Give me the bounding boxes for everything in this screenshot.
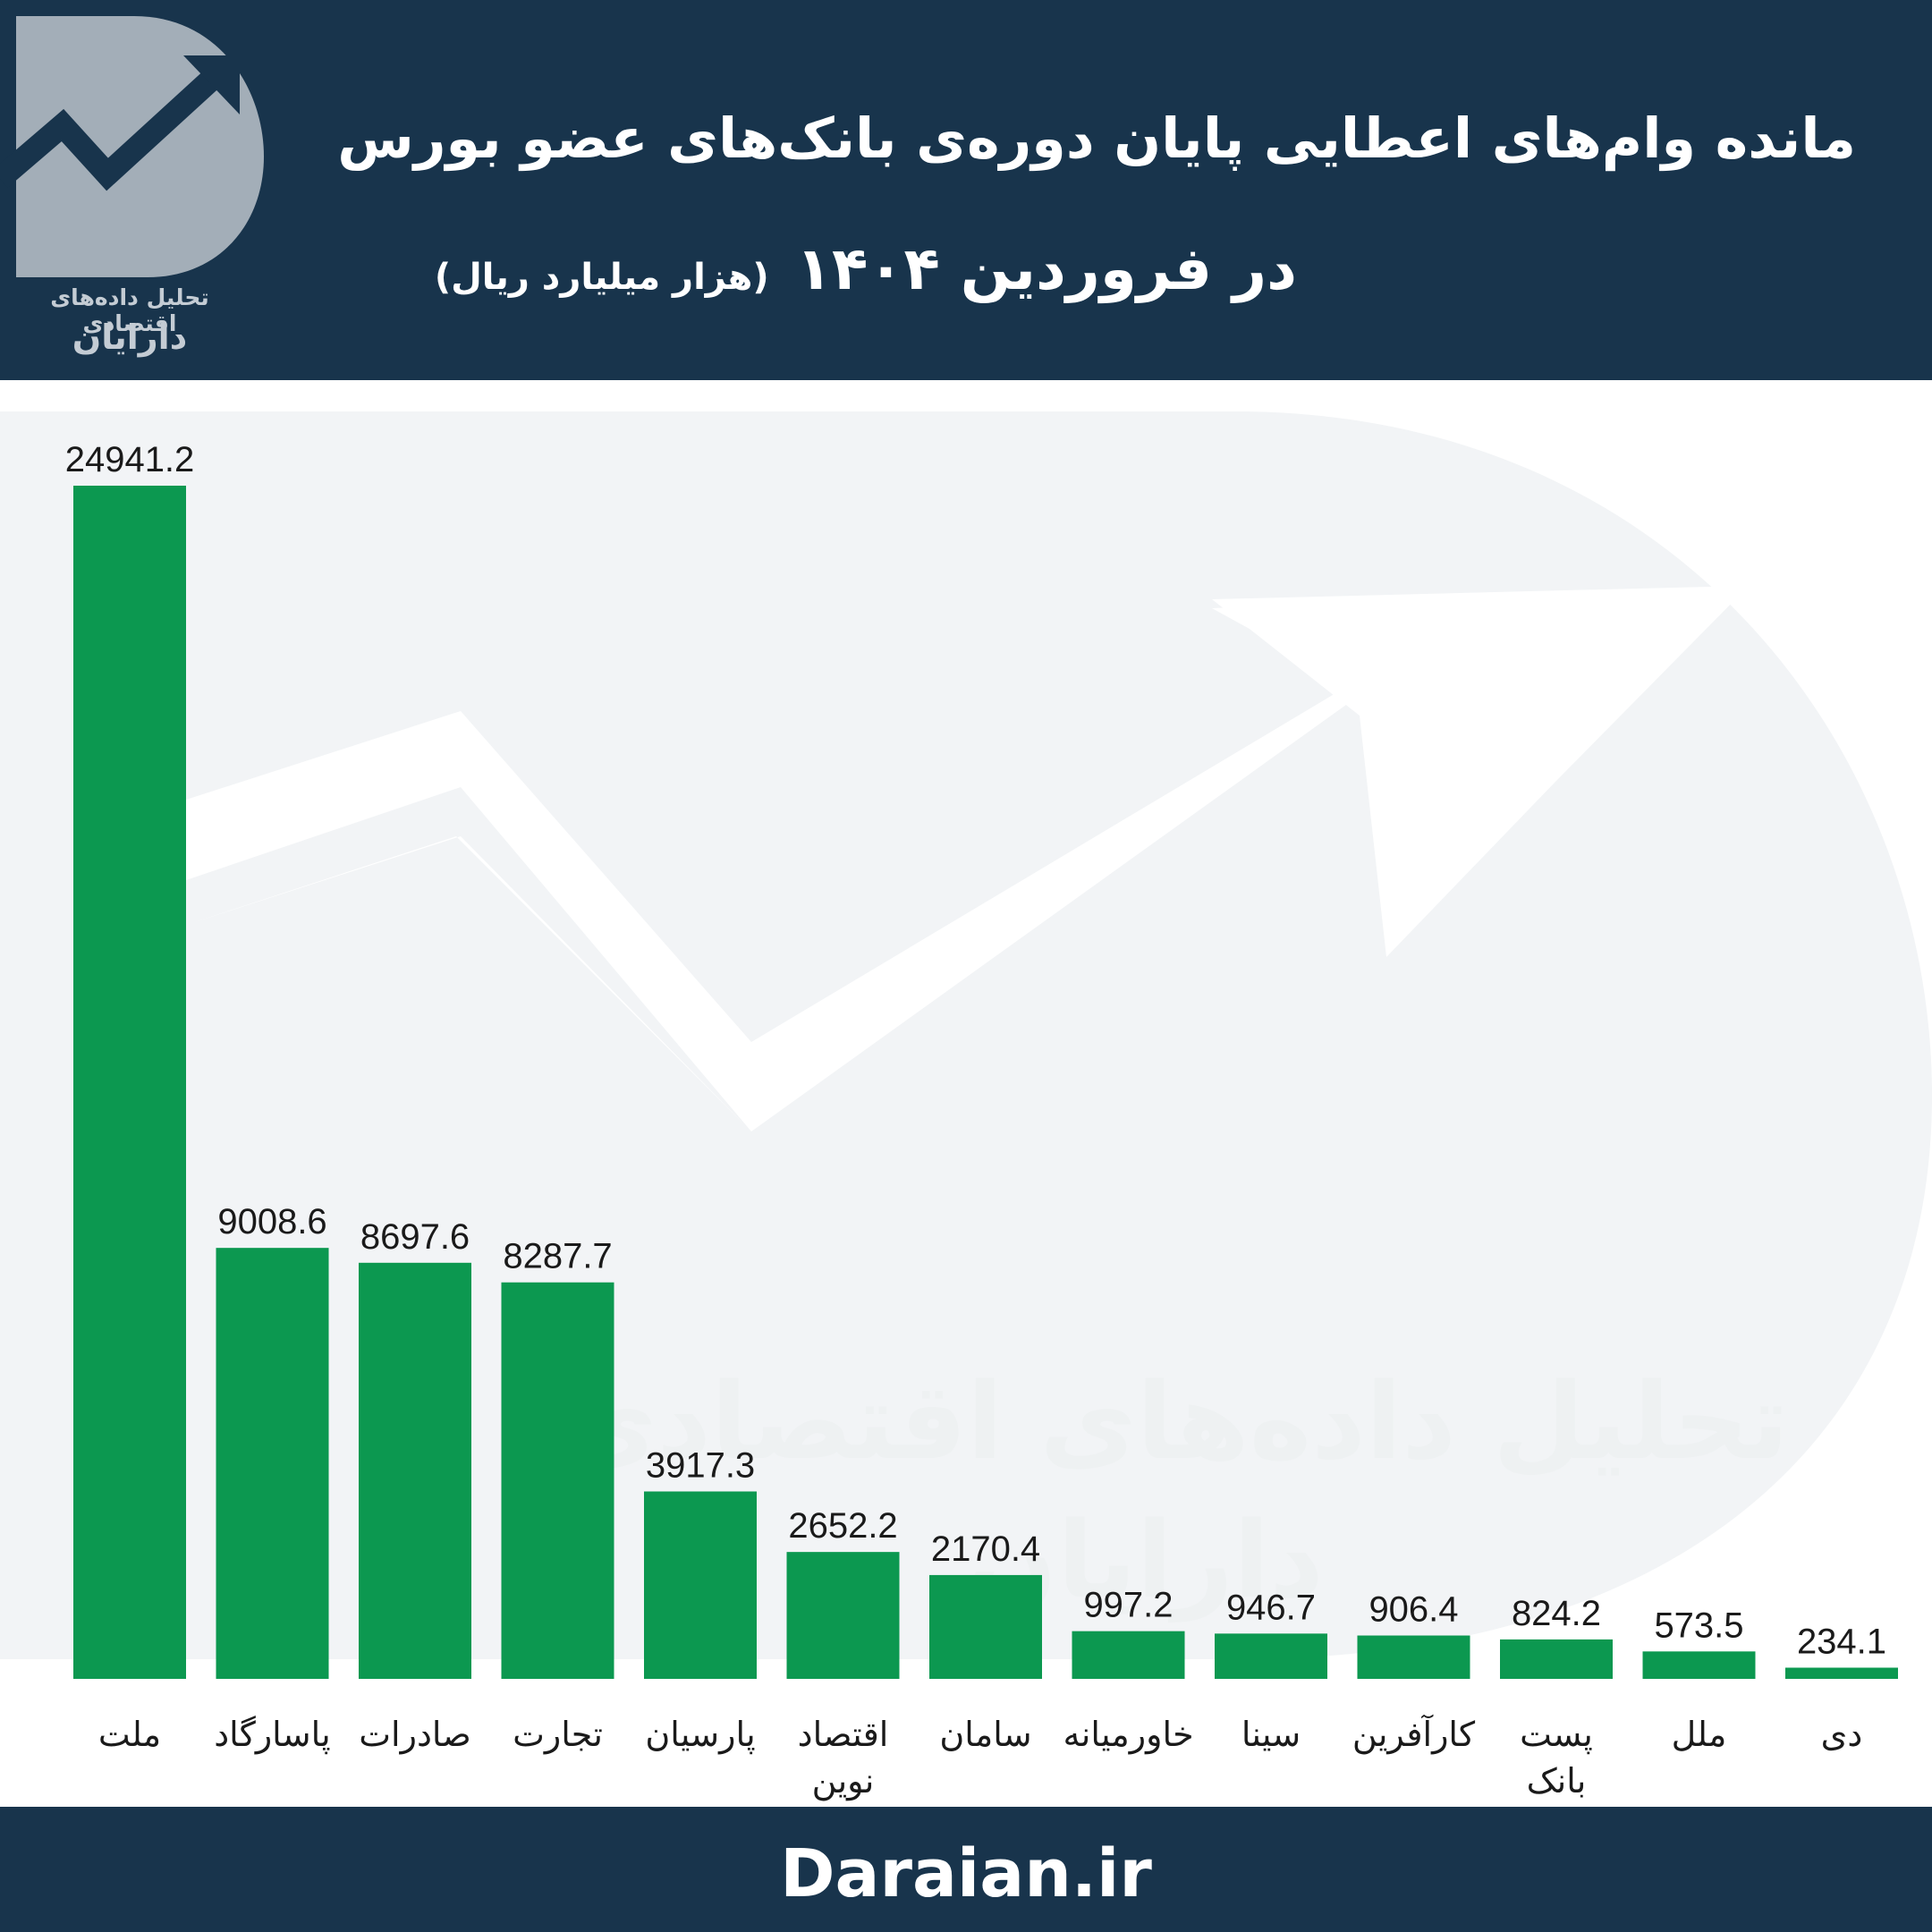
bar-value-label: 24941.2 <box>65 440 195 479</box>
bar <box>501 1282 614 1679</box>
bar-value-label: 824.2 <box>1512 1594 1601 1633</box>
bar-value-label: 8287.7 <box>503 1237 612 1276</box>
bar-value-label: 2652.2 <box>788 1506 897 1546</box>
logo-subtitle: تحلیل داده‌های اقتصادی <box>50 284 209 336</box>
daraian-logo: تحلیل داده‌های اقتصادی دارایان <box>0 0 268 380</box>
category-label: تجارت <box>513 1715 603 1754</box>
bar <box>1357 1635 1470 1679</box>
bar <box>1500 1639 1613 1679</box>
bar <box>1642 1651 1756 1679</box>
site-link[interactable]: Daraian.ir <box>780 1835 1152 1912</box>
category-label: ملت <box>98 1715 161 1754</box>
category-labels-layer: ملت پاسارگاد صادرات تجارت پارسیان اقتصاد نوین س… <box>98 1714 1862 1801</box>
category-label: سینا <box>1241 1715 1301 1754</box>
bar <box>216 1248 329 1679</box>
bar-value-label: 2170.4 <box>931 1530 1040 1569</box>
bar-value-label: 946.7 <box>1226 1588 1316 1627</box>
logo-d-chart-icon <box>0 16 264 277</box>
category-label: پست <box>1520 1715 1593 1754</box>
bar-value-label: 573.5 <box>1654 1606 1743 1645</box>
subtitle-date: در فروردین ۱۴۰۴ <box>795 234 1297 303</box>
chart-title: مانده وام‌های اعطایی پایان دوره‌ی بانک‌ه… <box>337 106 1856 171</box>
header: تحلیل داده‌های اقتصادی دارایان مانده وام… <box>0 0 1932 380</box>
category-label: خاورمیانه <box>1063 1715 1193 1755</box>
category-label: پاسارگاد <box>214 1715 331 1754</box>
bar-value-label: 9008.6 <box>217 1202 326 1241</box>
bar <box>1072 1631 1185 1679</box>
value-labels-layer: 24941.2 9008.6 8697.6 8287.7 3917.3 2652.2 217… <box>65 440 1886 1661</box>
footer: Daraian.ir <box>0 1807 1932 1932</box>
category-label: نوین <box>812 1761 875 1801</box>
bars-layer <box>73 486 1898 1679</box>
category-label: کارآفرین <box>1352 1714 1476 1755</box>
bar <box>644 1491 757 1679</box>
watermark: تحلیل داده‌های اقتصادی دارایان <box>0 411 1932 1659</box>
category-label: سامان <box>939 1715 1031 1754</box>
chart-subtitle: در فروردین ۱۴۰۴ (هزار میلیارد ریال) <box>402 234 1297 303</box>
category-label: بانک <box>1527 1761 1587 1801</box>
unit-label: (هزار میلیارد ریال) <box>434 257 769 298</box>
category-label: دی <box>1821 1715 1863 1754</box>
category-label: اقتصاد <box>798 1715 889 1754</box>
watermark-text: تحلیل داده‌های اقتصادی <box>560 1360 1789 1483</box>
logo-name: دارایان <box>72 318 188 357</box>
bar-value-label: 234.1 <box>1797 1622 1886 1661</box>
category-label: ملل <box>1672 1715 1727 1754</box>
bar <box>786 1552 900 1679</box>
bar-value-label: 997.2 <box>1083 1586 1173 1625</box>
bar <box>1215 1633 1327 1679</box>
bar-value-label: 8697.6 <box>360 1217 470 1257</box>
category-label: پارسیان <box>645 1715 755 1754</box>
category-label: صادرات <box>359 1715 470 1754</box>
bar-chart: تحلیل داده‌های اقتصادی دارایان 24941.2 90… <box>0 411 1932 1801</box>
bar-value-label: 906.4 <box>1368 1590 1458 1630</box>
watermark-arrow-band <box>183 586 1749 1131</box>
plot-area: تحلیل داده‌های اقتصادی دارایان 24941.2 90… <box>0 380 1932 1807</box>
bar-value-label: 3917.3 <box>646 1445 755 1485</box>
bar <box>929 1574 1042 1679</box>
bar <box>1785 1667 1898 1679</box>
bar <box>359 1262 471 1679</box>
bar <box>73 486 186 1679</box>
